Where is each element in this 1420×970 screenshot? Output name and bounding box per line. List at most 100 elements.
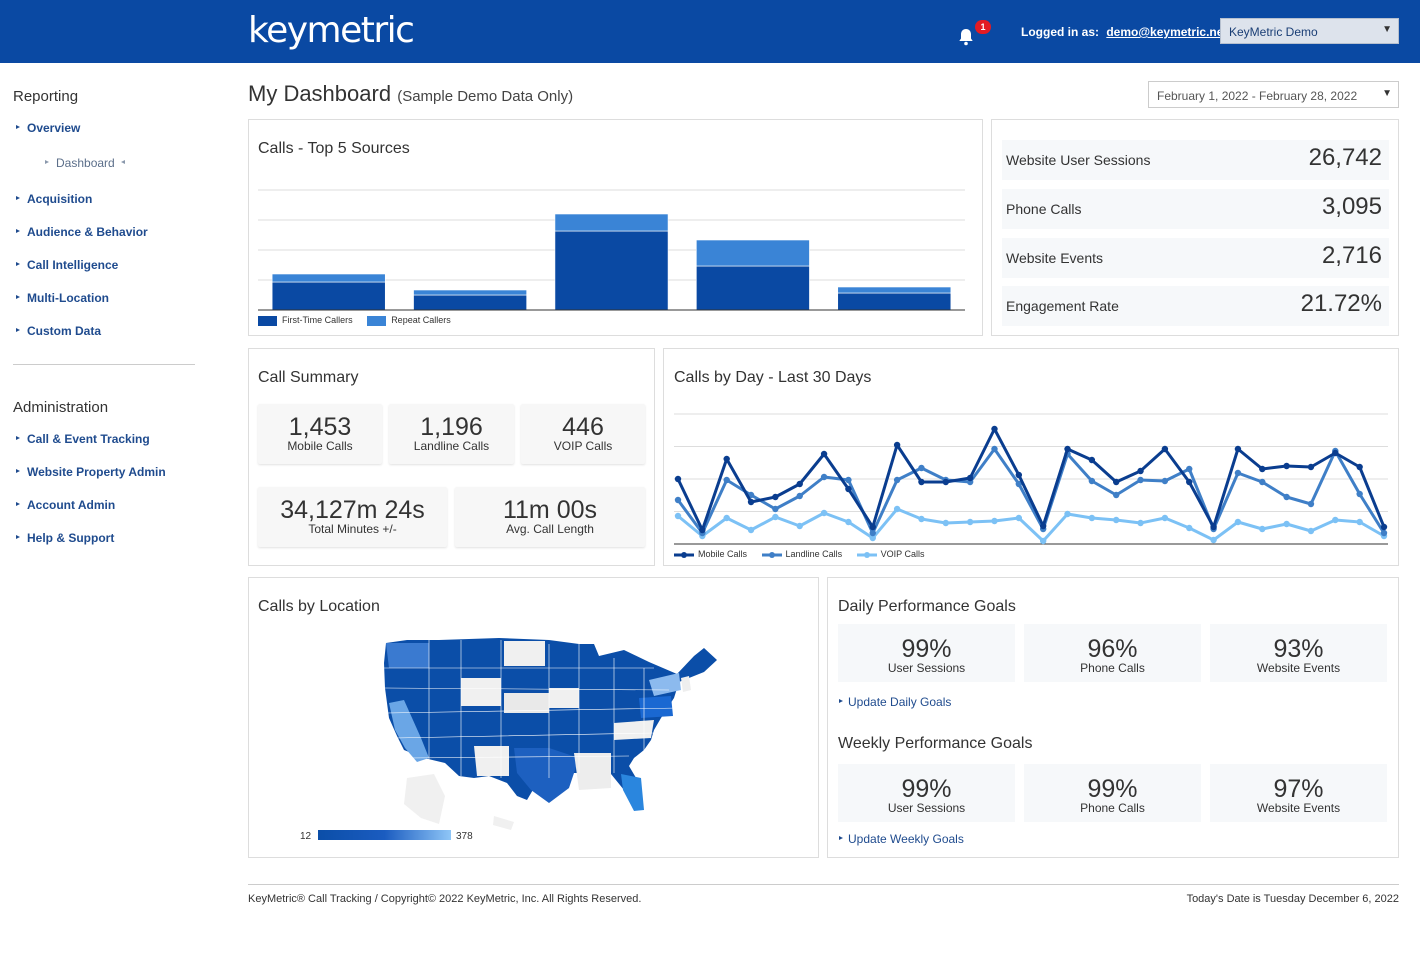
weekly-goals-title: Weekly Performance Goals <box>838 735 1033 752</box>
point-voip <box>820 509 828 517</box>
daily-goal-phone-calls: 96% Phone Calls <box>1024 624 1201 682</box>
point-mobile <box>1088 456 1096 464</box>
sidebar-item-website-property-admin[interactable]: Website Property Admin <box>15 465 195 479</box>
scale-min-label: 12 <box>300 831 312 842</box>
tile-value: 1,196 <box>420 413 483 441</box>
top-sources-title: Calls - Top 5 Sources <box>258 140 410 157</box>
scale-max-label: 378 <box>456 831 473 842</box>
new-york-state <box>649 673 681 696</box>
point-mobile <box>796 480 803 488</box>
account-select[interactable]: KeyMetric Demo ▼ <box>1220 18 1399 44</box>
tile-label: Landline Calls <box>413 439 490 453</box>
point-mobile <box>747 498 755 506</box>
point-mobile <box>1161 445 1169 453</box>
point-voip <box>942 519 949 527</box>
bar-repeat <box>554 213 669 232</box>
point-voip <box>723 514 730 522</box>
performance-goals-panel: Daily Performance Goals 99% User Session… <box>827 577 1399 858</box>
kpi-row: Website Events 2,716 <box>1002 238 1389 278</box>
kpi-row: Website User Sessions 26,742 <box>1002 140 1389 180</box>
legend-item-repeat: Repeat Callers <box>367 315 451 326</box>
point-mobile <box>1356 463 1363 471</box>
legend-label: Mobile Calls <box>698 549 748 559</box>
sidebar-item-help-support[interactable]: Help & Support <box>15 531 195 545</box>
call-summary-panel: Call Summary 1,453 Mobile Calls 1,196 La… <box>248 348 655 566</box>
us-map[interactable]: 12 378 <box>249 578 818 857</box>
goal-label: User Sessions <box>887 801 966 815</box>
point-landline <box>674 496 682 504</box>
sidebar-item-overview[interactable]: Overview <box>15 121 195 135</box>
administration-title: Administration <box>13 399 109 416</box>
date-range-select[interactable]: February 1, 2022 - February 28, 2022 ▼ <box>1148 81 1399 108</box>
point-landline <box>1015 480 1023 488</box>
point-landline <box>1356 490 1363 498</box>
sidebar-item-account-admin[interactable]: Account Admin <box>15 498 195 512</box>
sidebar-item-call-event-tracking[interactable]: Call & Event Tracking <box>15 432 195 446</box>
tile-value: 1,453 <box>288 413 352 441</box>
point-voip <box>1015 514 1023 522</box>
goal-value: 97% <box>1273 775 1324 803</box>
tile-value: 446 <box>562 413 604 441</box>
sidebar-item-custom-data[interactable]: Custom Data <box>15 324 195 338</box>
kpi-label: Phone Calls <box>1006 201 1082 217</box>
point-mobile <box>723 455 730 463</box>
point-mobile <box>699 526 706 534</box>
tile-label: VOIP Calls <box>553 439 613 453</box>
nebraska-state <box>504 693 549 713</box>
point-mobile <box>893 441 901 449</box>
point-landline <box>1307 500 1315 508</box>
summary-tile-avg-length: 11m 00s Avg. Call Length <box>455 487 645 547</box>
daily-goal-user-sessions: 99% User Sessions <box>838 624 1015 682</box>
sidebar-item-multi-location[interactable]: Multi-Location <box>15 291 195 305</box>
goal-label: Website Events <box>1256 661 1341 675</box>
reporting-title: Reporting <box>13 88 79 105</box>
legend-item-voip: VOIP Calls <box>856 549 925 559</box>
page-title-text: My Dashboard <box>248 81 392 106</box>
calls-by-day-title: Calls by Day - Last 30 Days <box>674 369 872 386</box>
summary-tile-landline: 1,196 Landline Calls <box>389 404 514 464</box>
sidebar-item-dashboard[interactable]: Dashboard <box>45 156 125 170</box>
tile-value: 34,127m 24s <box>280 496 425 524</box>
summary-tile-mobile: 1,453 Mobile Calls <box>258 404 382 464</box>
daily-goal-website-events: 93% Website Events <box>1210 624 1387 682</box>
goal-label: User Sessions <box>887 661 966 675</box>
legend-label: VOIP Calls <box>880 549 925 559</box>
sidebar-item-audience-behavior[interactable]: Audience & Behavior <box>15 225 195 239</box>
update-daily-goals-link[interactable]: Update Daily Goals <box>839 695 951 709</box>
point-voip <box>1113 516 1120 524</box>
washington-state <box>386 643 429 668</box>
color-scale-bar <box>318 830 451 840</box>
legend-label: Landline Calls <box>785 549 843 559</box>
sidebar-item-acquisition[interactable]: Acquisition <box>15 192 195 206</box>
bell-icon[interactable] <box>958 28 974 46</box>
point-voip <box>918 515 925 523</box>
user-email-link[interactable]: demo@keymetric.net <box>1106 25 1228 39</box>
legend-item-landline: Landline Calls <box>761 549 843 559</box>
point-landline <box>796 492 803 500</box>
calls-by-location-panel: Calls by Location 12 378 <box>248 577 819 858</box>
footer-copyright: KeyMetric® Call Tracking / Copyright© 20… <box>248 893 642 905</box>
series-line-landline <box>676 447 1386 535</box>
notification-badge[interactable]: 1 <box>975 20 991 34</box>
calls-by-location-title: Calls by Location <box>258 598 380 615</box>
point-mobile <box>674 475 682 483</box>
top-sources-panel: Calls - Top 5 Sources First-Time Callers… <box>248 119 983 336</box>
point-mobile <box>1332 449 1339 457</box>
weekly-goal-phone-calls: 99% Phone Calls <box>1024 764 1201 822</box>
update-weekly-goals-link[interactable]: Update Weekly Goals <box>839 832 964 846</box>
point-landline <box>1259 478 1266 486</box>
calls-by-day-legend: Mobile Calls Landline Calls VOIP Calls <box>674 549 936 559</box>
bar-repeat <box>413 289 527 296</box>
sidebar-item-call-intelligence[interactable]: Call Intelligence <box>15 258 195 272</box>
hawaii-state <box>493 816 514 830</box>
series-line-voip <box>677 507 1385 543</box>
point-mobile <box>1015 471 1023 479</box>
point-landline <box>820 473 828 481</box>
footer-date: Today's Date is Tuesday December 6, 2022 <box>1186 893 1399 905</box>
wyoming-state <box>461 678 501 706</box>
keymetric-logo[interactable]: keymetric <box>248 10 415 51</box>
chevron-down-icon: ▼ <box>1382 88 1392 99</box>
point-mobile <box>1113 478 1120 486</box>
point-voip <box>845 518 852 526</box>
point-landline <box>723 476 730 484</box>
